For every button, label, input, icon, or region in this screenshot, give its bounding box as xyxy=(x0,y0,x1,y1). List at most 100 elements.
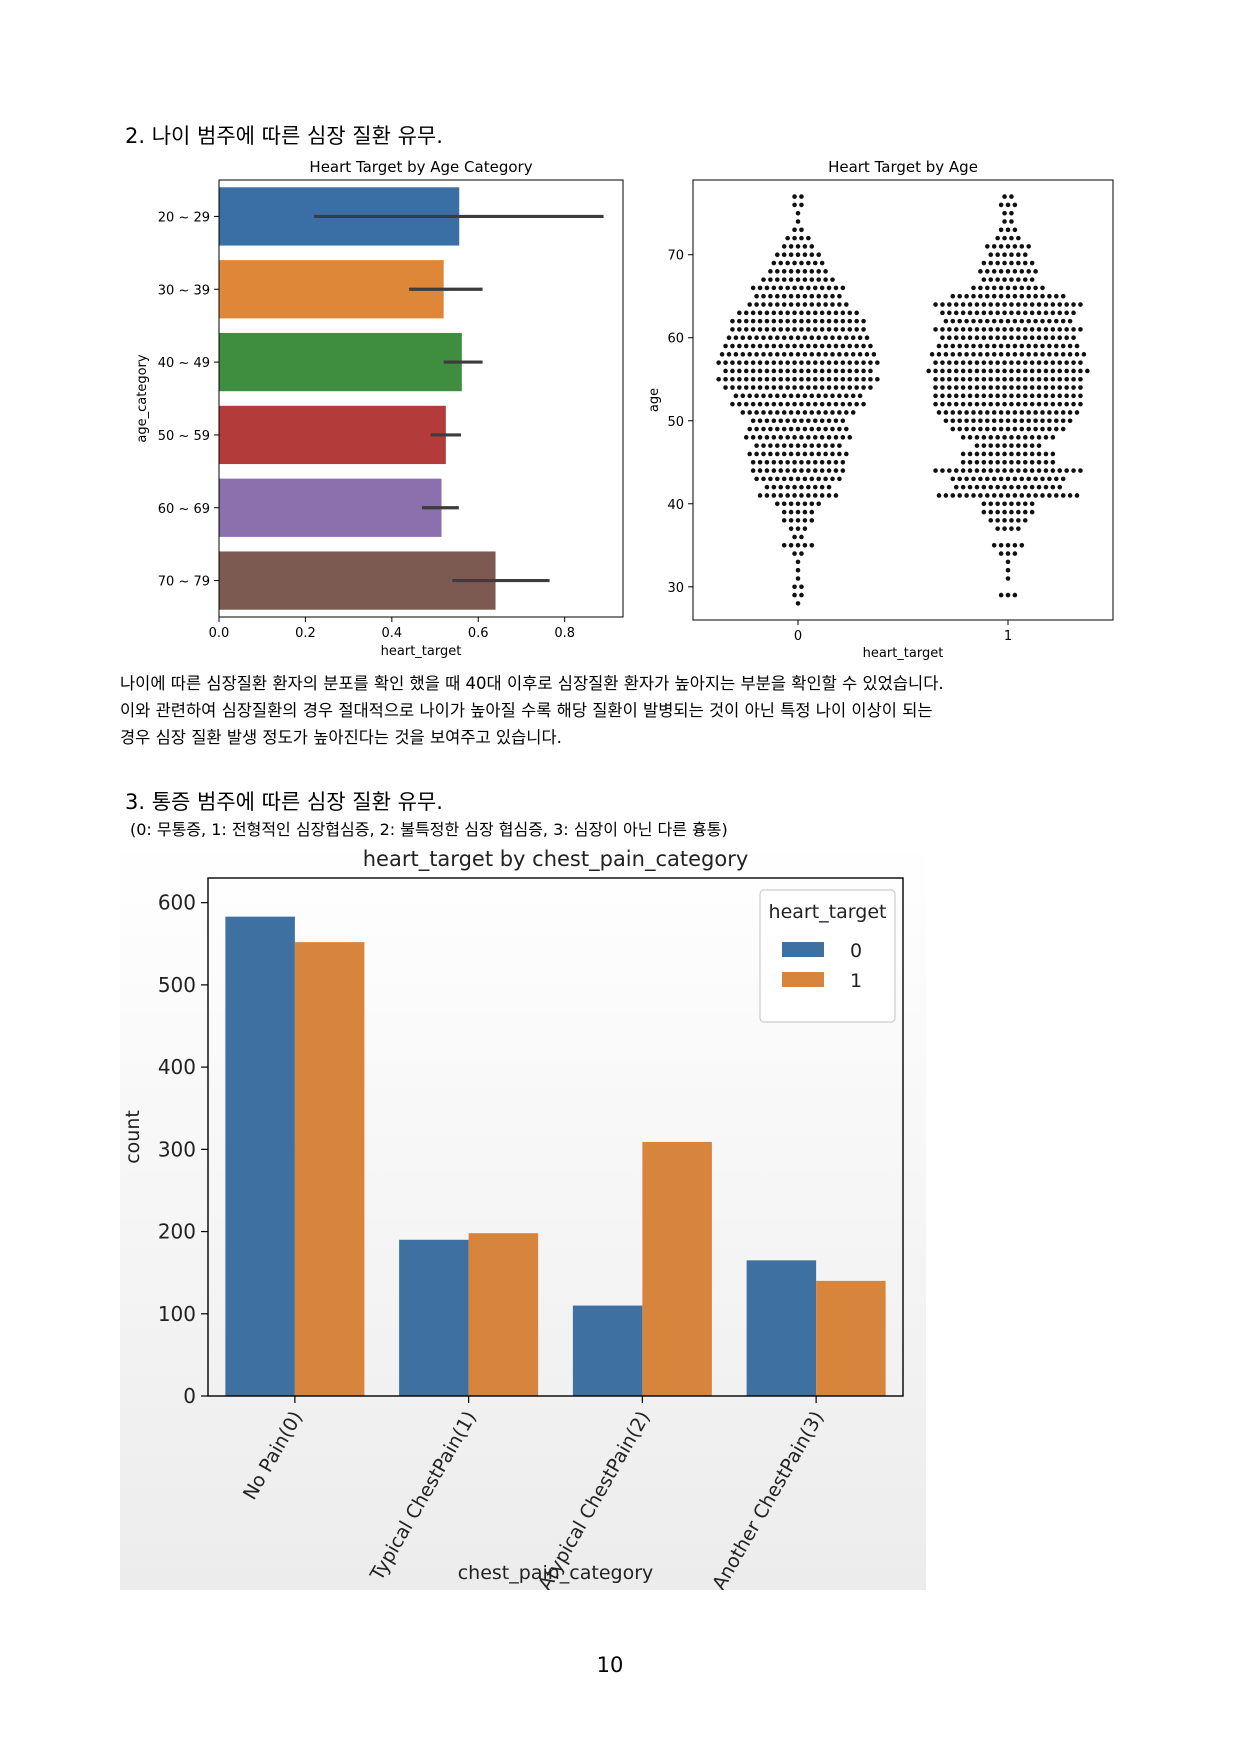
swarm-point xyxy=(1040,343,1045,349)
swarm-point xyxy=(833,385,839,390)
swarm-point xyxy=(936,410,942,415)
bar xyxy=(642,1141,712,1396)
swarm-point xyxy=(737,360,742,365)
bar xyxy=(294,942,365,1396)
swarm-point xyxy=(957,426,962,432)
swarm-point xyxy=(1078,393,1083,399)
swarm-point xyxy=(826,310,832,316)
swarm-point xyxy=(1022,327,1028,332)
plot-frame xyxy=(692,179,1114,621)
swarm-point xyxy=(1002,484,1007,490)
swarm-point xyxy=(826,435,832,440)
swarm-point xyxy=(819,310,825,316)
swarm-point xyxy=(1050,310,1056,316)
swarm-point xyxy=(802,451,808,457)
swarm-point xyxy=(875,376,880,382)
swarm-point xyxy=(806,343,811,349)
swarm-point xyxy=(799,376,804,382)
swarm-point xyxy=(757,459,763,465)
swarm-point xyxy=(1026,418,1031,424)
swarm-point xyxy=(795,335,801,341)
swarm-point xyxy=(1043,310,1049,316)
swarm-point xyxy=(743,376,749,382)
swarm-point xyxy=(1057,484,1063,490)
swarm-point xyxy=(995,484,1000,490)
swarm-point xyxy=(1022,401,1028,407)
swarm-point xyxy=(723,360,728,365)
swarm-point xyxy=(854,310,859,316)
swarm-point xyxy=(960,360,966,365)
swarm-point xyxy=(985,426,990,432)
swarm-point xyxy=(985,285,990,291)
swarm-point xyxy=(809,352,815,357)
legend-swatch xyxy=(782,942,824,957)
swarm-point xyxy=(981,368,987,374)
swarm-point xyxy=(974,468,980,473)
swarm-point xyxy=(947,385,952,390)
swarm-point xyxy=(960,393,966,399)
swarm-point xyxy=(947,360,952,365)
swarm-point xyxy=(761,426,766,432)
swarm-point xyxy=(1002,518,1007,523)
swarm-point xyxy=(1026,352,1031,357)
x-tick-label: 1 xyxy=(1004,629,1012,644)
swarm-point xyxy=(1029,376,1035,382)
swarm-point xyxy=(1009,194,1014,199)
swarm-point xyxy=(785,235,790,241)
swarm-point xyxy=(788,244,794,249)
swarm-point xyxy=(754,335,759,341)
swarm-point xyxy=(1002,451,1007,457)
swarm-point xyxy=(812,435,818,440)
swarm-point xyxy=(1009,310,1014,316)
swarm-point xyxy=(998,542,1004,548)
swarm-point xyxy=(1033,293,1038,299)
swarm-point xyxy=(1036,451,1042,457)
swarm-point xyxy=(1050,327,1056,332)
swarm-point xyxy=(730,401,735,407)
swarm-point xyxy=(819,368,825,374)
swarm-point xyxy=(1012,244,1018,249)
swarm-point xyxy=(988,509,994,515)
swarm-point xyxy=(1002,509,1007,515)
swarm-point xyxy=(723,376,728,382)
swarm-point xyxy=(833,360,839,365)
bar xyxy=(219,260,444,319)
swarm-point xyxy=(1019,418,1025,424)
swarm-point xyxy=(806,493,811,498)
swarm-point xyxy=(978,352,983,357)
swarm-point xyxy=(1074,343,1080,349)
swarm-point xyxy=(950,352,956,357)
swarm-point xyxy=(812,360,818,365)
swarm-point xyxy=(1009,360,1014,365)
swarm-point xyxy=(985,293,990,299)
swarm-point xyxy=(730,376,735,382)
swarm-point xyxy=(816,277,821,282)
swarm-point xyxy=(847,368,853,374)
swarm-point xyxy=(988,252,994,258)
swarm-point xyxy=(1019,493,1025,498)
swarm-point xyxy=(826,418,832,424)
swarm-point xyxy=(799,235,804,241)
swarm-point xyxy=(1009,401,1014,407)
swarm-point xyxy=(1050,335,1056,341)
swarm-point xyxy=(868,385,873,390)
swarm-point xyxy=(1009,219,1014,224)
swarm-point xyxy=(1016,235,1021,241)
y-tick-label: 300 xyxy=(158,1137,196,1161)
swarm-point xyxy=(837,393,842,399)
swarm-point xyxy=(1019,476,1025,482)
swarm-point xyxy=(816,302,821,307)
swarm-point xyxy=(967,385,973,390)
swarm-point xyxy=(837,293,842,299)
swarm-point xyxy=(960,385,966,390)
swarm-point xyxy=(812,310,818,316)
swarm-point xyxy=(978,343,983,349)
swarm-point xyxy=(1022,302,1028,307)
swarm-point xyxy=(1064,468,1069,473)
swarm-point xyxy=(799,260,804,266)
swarm-point xyxy=(1029,335,1035,341)
swarm-point xyxy=(830,293,835,299)
swarm-point xyxy=(816,451,821,457)
swarm-point xyxy=(950,293,956,299)
swarm-point xyxy=(1005,269,1011,274)
